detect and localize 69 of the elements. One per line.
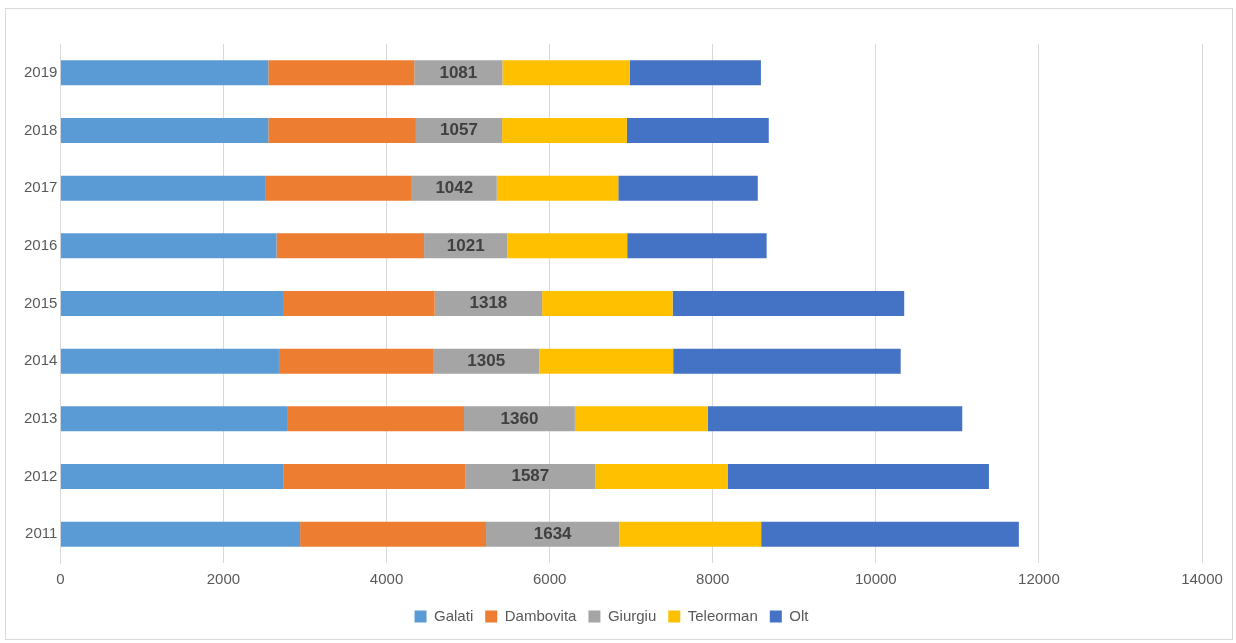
y-tick-label: 2013 [23, 408, 58, 426]
bar [60, 463, 284, 490]
x-tick-label: 0 [56, 570, 65, 588]
bar [618, 175, 758, 201]
bar [502, 117, 627, 144]
x-tick-label: 10000 [854, 570, 897, 588]
data-label: 1360 [500, 408, 539, 428]
bar [300, 521, 487, 547]
bar [465, 463, 596, 490]
x-tick-label: 8000 [696, 570, 730, 588]
y-tick-label: 2017 [23, 178, 58, 196]
data-label: 1634 [533, 523, 573, 543]
bar [283, 463, 466, 490]
bar [626, 117, 769, 144]
y-tick-label: 2011 [25, 524, 58, 542]
legend-label: Galati [434, 606, 474, 624]
data-label: 1587 [511, 466, 550, 486]
bar [265, 175, 412, 201]
data-label: 1318 [469, 293, 508, 313]
bar [486, 521, 620, 547]
bar [672, 290, 905, 317]
bar [60, 117, 269, 144]
bar [507, 233, 628, 259]
data-label: 1305 [467, 350, 506, 370]
bar [60, 175, 266, 201]
bar [619, 521, 762, 547]
bar [539, 348, 674, 374]
bar [60, 521, 301, 547]
bar [595, 463, 728, 490]
bar [60, 406, 288, 432]
bar [276, 233, 425, 259]
bar [60, 60, 269, 86]
legend-label: Teleorman [687, 606, 758, 624]
bar [496, 175, 619, 201]
bar [574, 406, 708, 432]
bar [761, 521, 1019, 547]
legend-label: Dambovita [504, 606, 578, 624]
y-tick-label: 2012 [23, 466, 58, 484]
y-tick-label: 2019 [23, 62, 58, 80]
bar [282, 290, 435, 317]
data-label: 1057 [440, 120, 478, 140]
bar [627, 233, 767, 259]
y-tick-label: 2016 [23, 235, 58, 253]
data-label: 1021 [446, 235, 485, 255]
bar [268, 117, 416, 144]
x-tick-label: 14000 [1181, 570, 1223, 588]
data-label: 1081 [439, 62, 478, 82]
x-tick-label: 4000 [369, 570, 404, 588]
x-tick-label: 2000 [206, 570, 241, 588]
bar [727, 463, 989, 490]
bar [278, 348, 434, 374]
legend-label: Giurgiu [607, 606, 657, 624]
y-tick-label: 2015 [23, 293, 58, 311]
x-tick-label: 6000 [532, 570, 567, 588]
bar [60, 290, 283, 317]
bar [707, 406, 963, 432]
bar [542, 290, 673, 317]
data-label: 1042 [435, 177, 474, 197]
bar [287, 406, 465, 432]
bar [60, 348, 279, 374]
x-tick-label: 12000 [1018, 570, 1060, 588]
legend-label: Olt [789, 606, 810, 624]
bar [60, 233, 277, 259]
bar [629, 60, 761, 86]
y-tick-label: 2018 [23, 120, 58, 138]
bar [673, 348, 901, 374]
bar [502, 60, 630, 86]
y-tick-label: 2014 [23, 351, 58, 369]
bar [268, 60, 415, 86]
